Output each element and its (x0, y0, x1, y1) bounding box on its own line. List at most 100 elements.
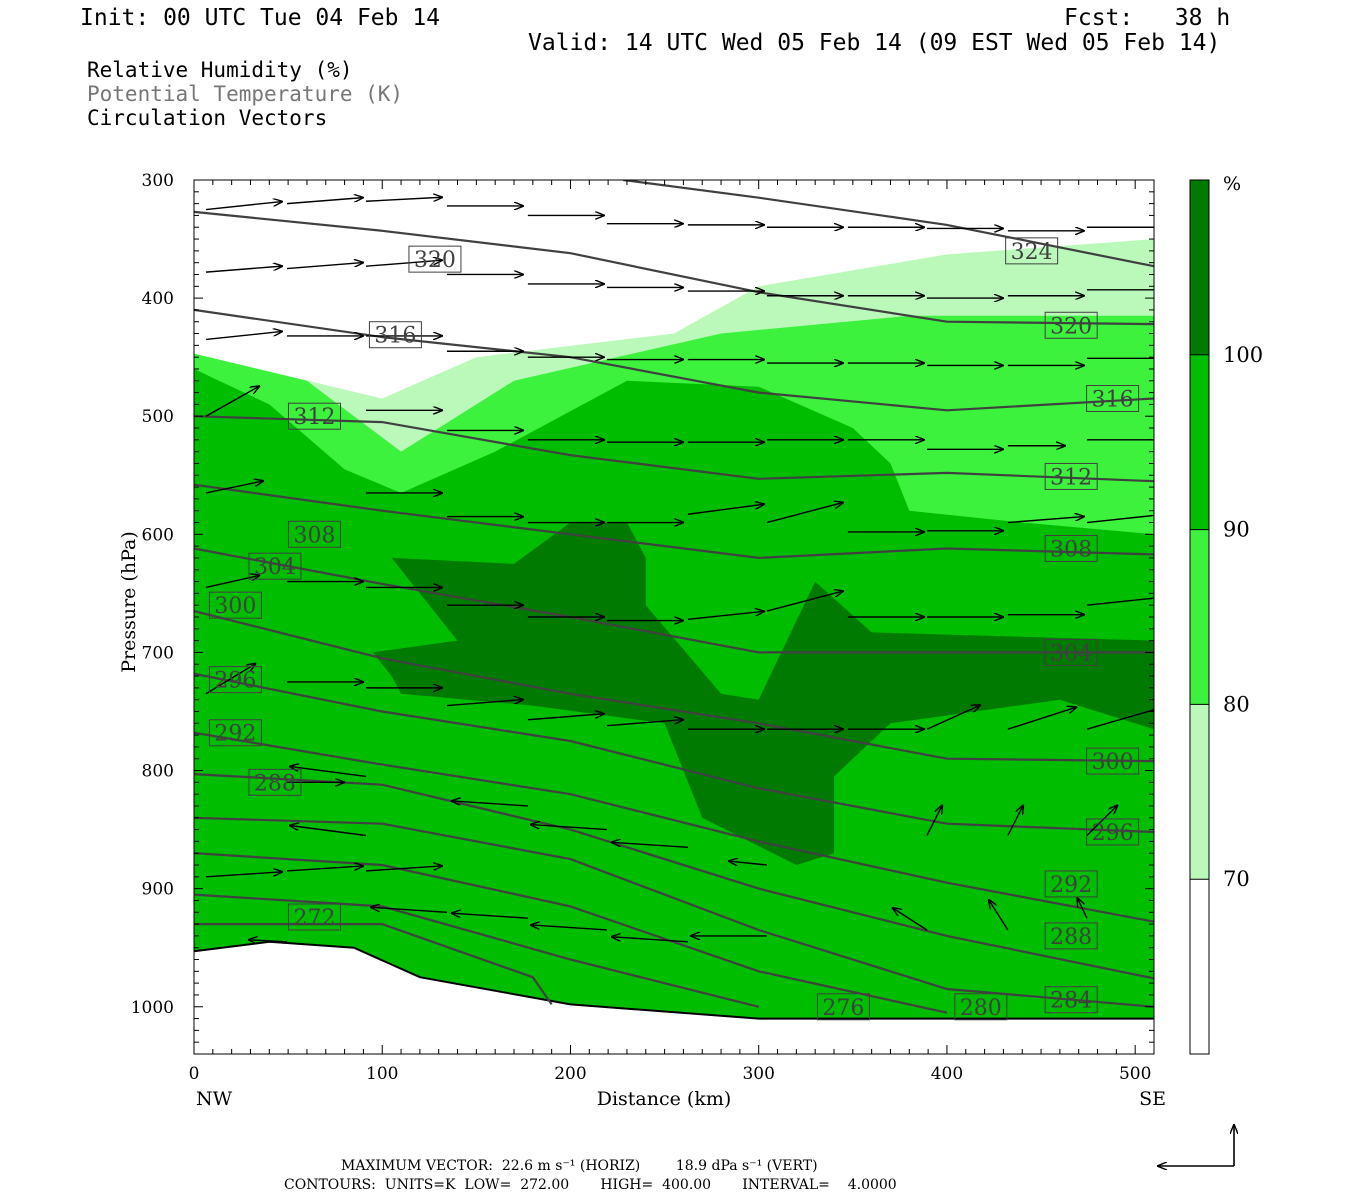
isentrope-296 (194, 672, 1154, 834)
y-tick-label: 600 (142, 525, 174, 545)
circulation-vector (687, 611, 764, 621)
isentrope-label-box (208, 666, 262, 694)
circulation-vector (766, 591, 843, 612)
isentrope-label-312: 312 (287, 402, 341, 430)
circulation-vector (1086, 806, 1117, 836)
isentrope-316 (194, 308, 1154, 412)
circulation-vector (286, 263, 363, 270)
circulation-vector (531, 825, 607, 831)
isentrope-label-308: 308 (1044, 534, 1098, 562)
y-tick-label: 1000 (131, 998, 174, 1018)
circulation-vector (249, 940, 287, 942)
isentrope-label-text: 280 (960, 996, 1002, 1021)
circulation-vector (205, 872, 282, 878)
x-tick-label: 200 (554, 1064, 586, 1084)
circulation-vector (531, 925, 607, 931)
circulation-vector (286, 866, 363, 872)
isentrope-label-324: 324 (1005, 237, 1059, 265)
isentrope-label-box (1086, 747, 1140, 775)
isentrope-label-320: 320 (1044, 311, 1098, 339)
isentrope-label-text: 276 (822, 996, 864, 1021)
isentrope-label-text: 304 (254, 555, 296, 580)
isentrope-284 (194, 816, 1154, 1008)
isentrope-label-288: 288 (1044, 922, 1098, 950)
isentrope-label-box (248, 552, 302, 580)
isentrope-label-292: 292 (208, 719, 262, 747)
circulation-vector (290, 766, 367, 778)
footer-contours: CONTOURS: UNITS=K LOW= 272.00 HIGH= 400.… (284, 1177, 897, 1193)
isentrope-label-text: 288 (254, 771, 296, 796)
circulation-vector (205, 481, 263, 494)
colorbar-label: 70 (1223, 867, 1250, 891)
isentrope-label-box (287, 402, 341, 430)
footer-max-vector: MAXIMUM VECTOR: 22.6 m s⁻¹ (HORIZ) 18.9 … (341, 1158, 818, 1174)
circulation-vector (290, 826, 367, 837)
isentrope-308 (194, 483, 1154, 560)
isentrope-label-text: 292 (214, 722, 256, 747)
isentrope-label-box (1086, 818, 1140, 846)
circulation-vector (205, 266, 282, 273)
circulation-vector (1086, 707, 1154, 730)
circulation-vector (606, 720, 683, 727)
colorbar-segment (1190, 180, 1209, 355)
isentrope-label-text: 324 (1011, 240, 1053, 265)
x-end-label-left: NW (196, 1088, 233, 1110)
y-tick-label: 700 (142, 643, 174, 663)
legend-vectors: Circulation Vectors (87, 106, 328, 130)
isentrope-label-box (1044, 462, 1098, 490)
colorbar-label: 100 (1223, 343, 1263, 367)
isentrope-label-304: 304 (1044, 638, 1098, 666)
circulation-vector (205, 202, 282, 211)
isentrope-label-296: 296 (1086, 818, 1140, 846)
circulation-vector (1007, 806, 1023, 836)
y-tick-label: 800 (142, 762, 174, 782)
circulation-vector (1086, 515, 1154, 524)
isentrope-300 (194, 610, 1154, 763)
isentrope-label-text: 308 (1050, 537, 1092, 562)
isentrope-label-text: 308 (293, 523, 335, 548)
circulation-vector (1077, 898, 1088, 919)
isentrope-label-text: 272 (293, 906, 335, 931)
isentrope-label-text: 300 (214, 594, 256, 619)
isentrope-label-text: 312 (1050, 465, 1092, 490)
colorbar-segment (1190, 354, 1209, 530)
isentrope-label-text: 304 (1050, 641, 1092, 666)
isentrope-label-text: 296 (1092, 821, 1134, 846)
isentrope-label-300: 300 (1086, 747, 1140, 775)
reference-vector-key (1158, 1125, 1234, 1166)
circulation-vector (926, 705, 980, 730)
circulation-vector (1007, 707, 1076, 730)
isentrope-label-box (248, 768, 302, 796)
circulation-vector (527, 714, 604, 721)
isentrope-label-text: 320 (414, 248, 456, 273)
circulation-vector (365, 866, 442, 872)
isentrope-label-box (816, 993, 870, 1021)
isentrope-label-312: 312 (1044, 462, 1098, 490)
circulation-vector (729, 861, 768, 865)
isentrope-320 (194, 210, 1154, 326)
isentrope-label-276: 276 (816, 993, 870, 1021)
isentrope-label-text: 316 (1092, 388, 1134, 413)
circulation-vector (893, 908, 928, 931)
circulation-vector (926, 806, 942, 836)
isentrope-label-304: 304 (248, 552, 302, 580)
circulation-vector (1007, 517, 1084, 524)
isentrope-label-box (408, 245, 462, 273)
circulation-vector (452, 801, 528, 807)
colorbar-label: 80 (1223, 692, 1250, 716)
x-tick-label: 300 (742, 1064, 774, 1084)
colorbar-unit: % (1223, 173, 1241, 195)
circulation-vector (766, 503, 843, 524)
circulation-vector (365, 260, 442, 267)
y-axis-title: Pressure (hPa) (118, 531, 140, 673)
colorbar-segment (1190, 529, 1209, 705)
isentrope-label-box (208, 719, 262, 747)
isentrope-292 (194, 731, 1154, 923)
isentrope-label-box (1044, 870, 1098, 898)
colorbar-segment (1190, 879, 1209, 1054)
legend-rh: Relative Humidity (%) (87, 58, 353, 82)
legend-theta: Potential Temperature (K) (87, 82, 404, 106)
isentrope-label-300: 300 (208, 591, 262, 619)
isentrope-label-box (1086, 385, 1140, 412)
isentrope-label-text: 312 (293, 405, 335, 430)
